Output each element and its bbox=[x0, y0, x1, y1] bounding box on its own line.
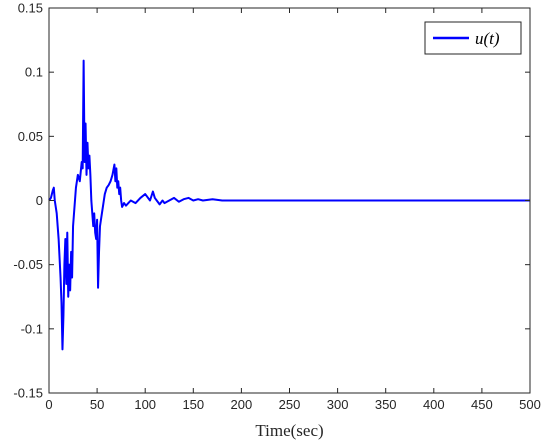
plot-data-layer bbox=[48, 59, 530, 351]
x-tick-label: 400 bbox=[423, 397, 445, 412]
y-tick-label: 0.05 bbox=[18, 129, 43, 144]
series-line-0 bbox=[48, 59, 530, 351]
x-tick-label: 200 bbox=[231, 397, 253, 412]
x-axis-label: Time(sec) bbox=[255, 421, 323, 440]
x-tick-label: 150 bbox=[182, 397, 204, 412]
x-tick-label: 100 bbox=[134, 397, 156, 412]
x-tick-label: 500 bbox=[519, 397, 541, 412]
y-tick-label: 0.15 bbox=[18, 1, 43, 16]
y-tick-label: -0.05 bbox=[13, 257, 43, 272]
x-tick-label: 450 bbox=[471, 397, 493, 412]
legend: u(t) bbox=[424, 21, 522, 55]
x-tick-label: 50 bbox=[90, 397, 104, 412]
x-tick-label: 0 bbox=[45, 397, 52, 412]
x-tick-label: 300 bbox=[327, 397, 349, 412]
y-tick-label: 0.1 bbox=[25, 65, 43, 80]
y-tick-label: -0.15 bbox=[13, 386, 43, 401]
axis-ticks: 0 50 100 150 200 250 300 350 400 450 500 -0.15 -0.1 -… bbox=[13, 1, 540, 413]
x-tick-label: 350 bbox=[375, 397, 397, 412]
y-tick-label: 0 bbox=[36, 193, 43, 208]
x-tick-label: 250 bbox=[279, 397, 301, 412]
legend-label-0: u(t) bbox=[475, 29, 500, 48]
y-tick-label: -0.1 bbox=[21, 321, 43, 336]
